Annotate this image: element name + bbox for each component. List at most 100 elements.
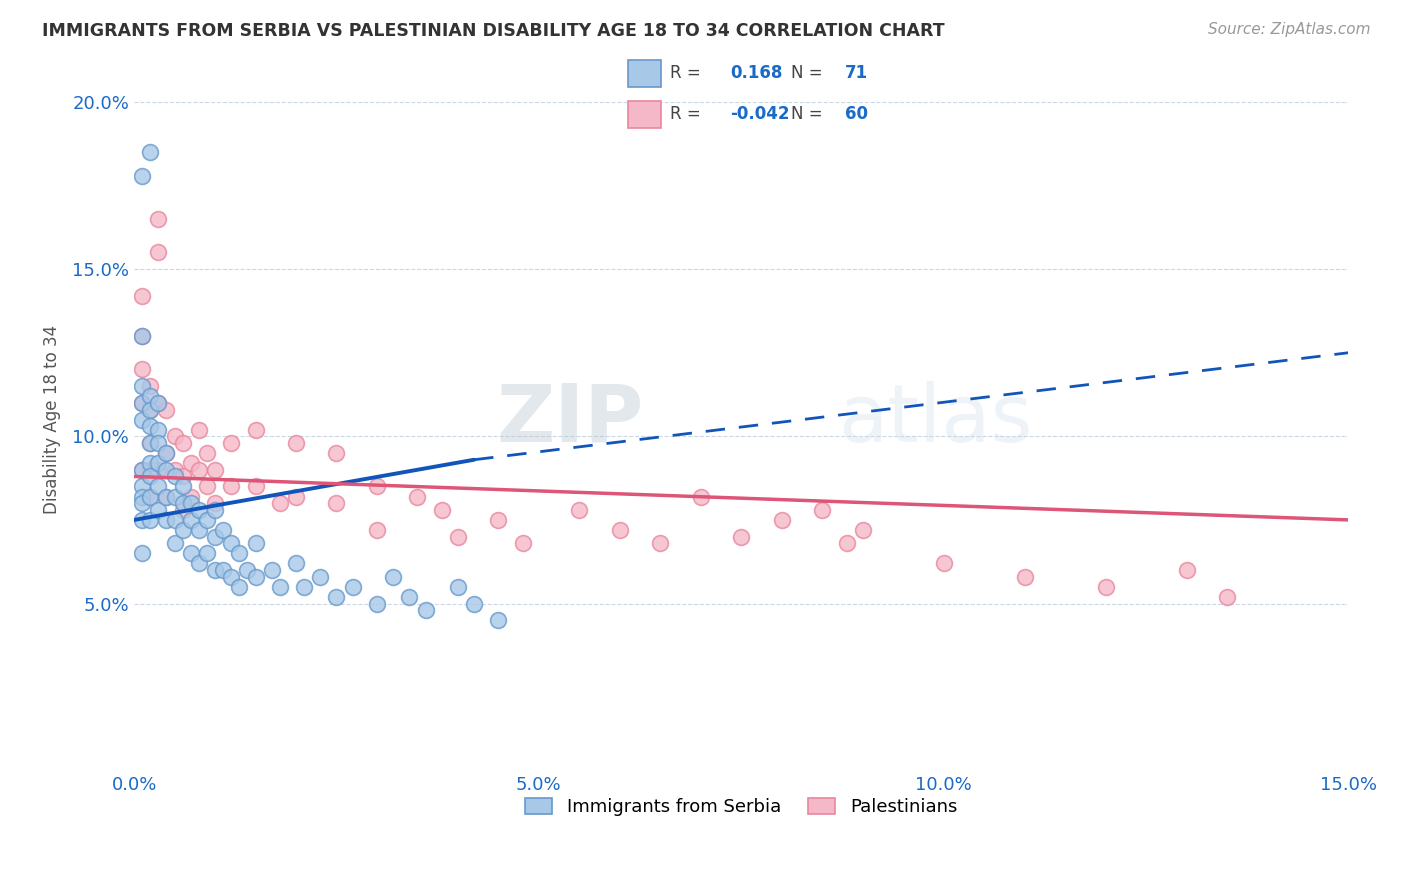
Point xyxy=(342,580,364,594)
Point xyxy=(155,490,177,504)
Point xyxy=(1175,563,1198,577)
Point xyxy=(139,456,162,470)
Text: IMMIGRANTS FROM SERBIA VS PALESTINIAN DISABILITY AGE 18 TO 34 CORRELATION CHART: IMMIGRANTS FROM SERBIA VS PALESTINIAN DI… xyxy=(42,22,945,40)
Point xyxy=(689,490,711,504)
Point xyxy=(180,513,202,527)
Point xyxy=(219,479,242,493)
Point xyxy=(131,362,153,376)
Point xyxy=(195,546,218,560)
Point xyxy=(366,479,388,493)
Point xyxy=(269,580,291,594)
Point xyxy=(180,496,202,510)
Text: R =: R = xyxy=(671,105,706,123)
Point xyxy=(131,396,153,410)
Point xyxy=(228,546,250,560)
Text: Source: ZipAtlas.com: Source: ZipAtlas.com xyxy=(1208,22,1371,37)
Point xyxy=(187,463,209,477)
Point xyxy=(219,436,242,450)
Text: N =: N = xyxy=(792,64,828,82)
Point xyxy=(204,503,226,517)
Point xyxy=(155,446,177,460)
Point xyxy=(131,463,153,477)
Point xyxy=(139,145,162,160)
Point xyxy=(148,456,170,470)
Point xyxy=(366,523,388,537)
Point xyxy=(236,563,259,577)
Point xyxy=(148,396,170,410)
Point xyxy=(139,490,162,504)
Point xyxy=(447,580,470,594)
Point xyxy=(163,429,186,443)
Point xyxy=(163,469,186,483)
Point xyxy=(932,557,955,571)
Point xyxy=(285,490,308,504)
Text: ZIP: ZIP xyxy=(496,381,644,458)
Point xyxy=(155,513,177,527)
Text: R =: R = xyxy=(671,64,706,82)
Point xyxy=(415,603,437,617)
Point xyxy=(195,479,218,493)
Point xyxy=(172,496,194,510)
Point xyxy=(650,536,672,550)
Point xyxy=(163,490,186,504)
Point xyxy=(366,597,388,611)
Text: -0.042: -0.042 xyxy=(731,105,790,123)
Point xyxy=(172,436,194,450)
Point xyxy=(172,523,194,537)
Text: atlas: atlas xyxy=(838,381,1033,458)
Point xyxy=(155,402,177,417)
Point xyxy=(148,503,170,517)
Point xyxy=(1216,590,1239,604)
Point xyxy=(730,530,752,544)
Point xyxy=(155,490,177,504)
Point xyxy=(139,436,162,450)
Point xyxy=(245,536,267,550)
Point xyxy=(139,469,162,483)
Point xyxy=(406,490,429,504)
Point xyxy=(219,570,242,584)
Point xyxy=(180,490,202,504)
Point xyxy=(609,523,631,537)
Point xyxy=(292,580,315,594)
Point xyxy=(131,513,153,527)
Point xyxy=(172,479,194,493)
Point xyxy=(204,563,226,577)
Point xyxy=(139,513,162,527)
Point xyxy=(131,546,153,560)
Point xyxy=(131,396,153,410)
Point xyxy=(180,546,202,560)
Point xyxy=(139,463,162,477)
Point xyxy=(172,469,194,483)
Point xyxy=(163,536,186,550)
Point xyxy=(1014,570,1036,584)
Point xyxy=(131,379,153,393)
Bar xyxy=(627,60,661,87)
Point xyxy=(148,423,170,437)
Point xyxy=(260,563,283,577)
Bar xyxy=(627,101,661,128)
Point xyxy=(187,423,209,437)
Point xyxy=(148,396,170,410)
Text: 0.168: 0.168 xyxy=(731,64,783,82)
Point xyxy=(204,463,226,477)
Point xyxy=(486,613,509,627)
Point xyxy=(219,536,242,550)
Point xyxy=(187,557,209,571)
Point xyxy=(245,479,267,493)
Point xyxy=(835,536,858,550)
Point xyxy=(131,329,153,343)
Point xyxy=(398,590,420,604)
Point xyxy=(325,446,347,460)
Point xyxy=(148,245,170,260)
Point xyxy=(131,289,153,303)
Point xyxy=(212,523,235,537)
Point xyxy=(195,446,218,460)
Point xyxy=(245,423,267,437)
Point xyxy=(131,412,153,426)
Point xyxy=(245,570,267,584)
Point xyxy=(195,513,218,527)
Point xyxy=(131,479,153,493)
Point xyxy=(148,211,170,226)
Point xyxy=(325,590,347,604)
Legend: Immigrants from Serbia, Palestinians: Immigrants from Serbia, Palestinians xyxy=(516,789,966,825)
